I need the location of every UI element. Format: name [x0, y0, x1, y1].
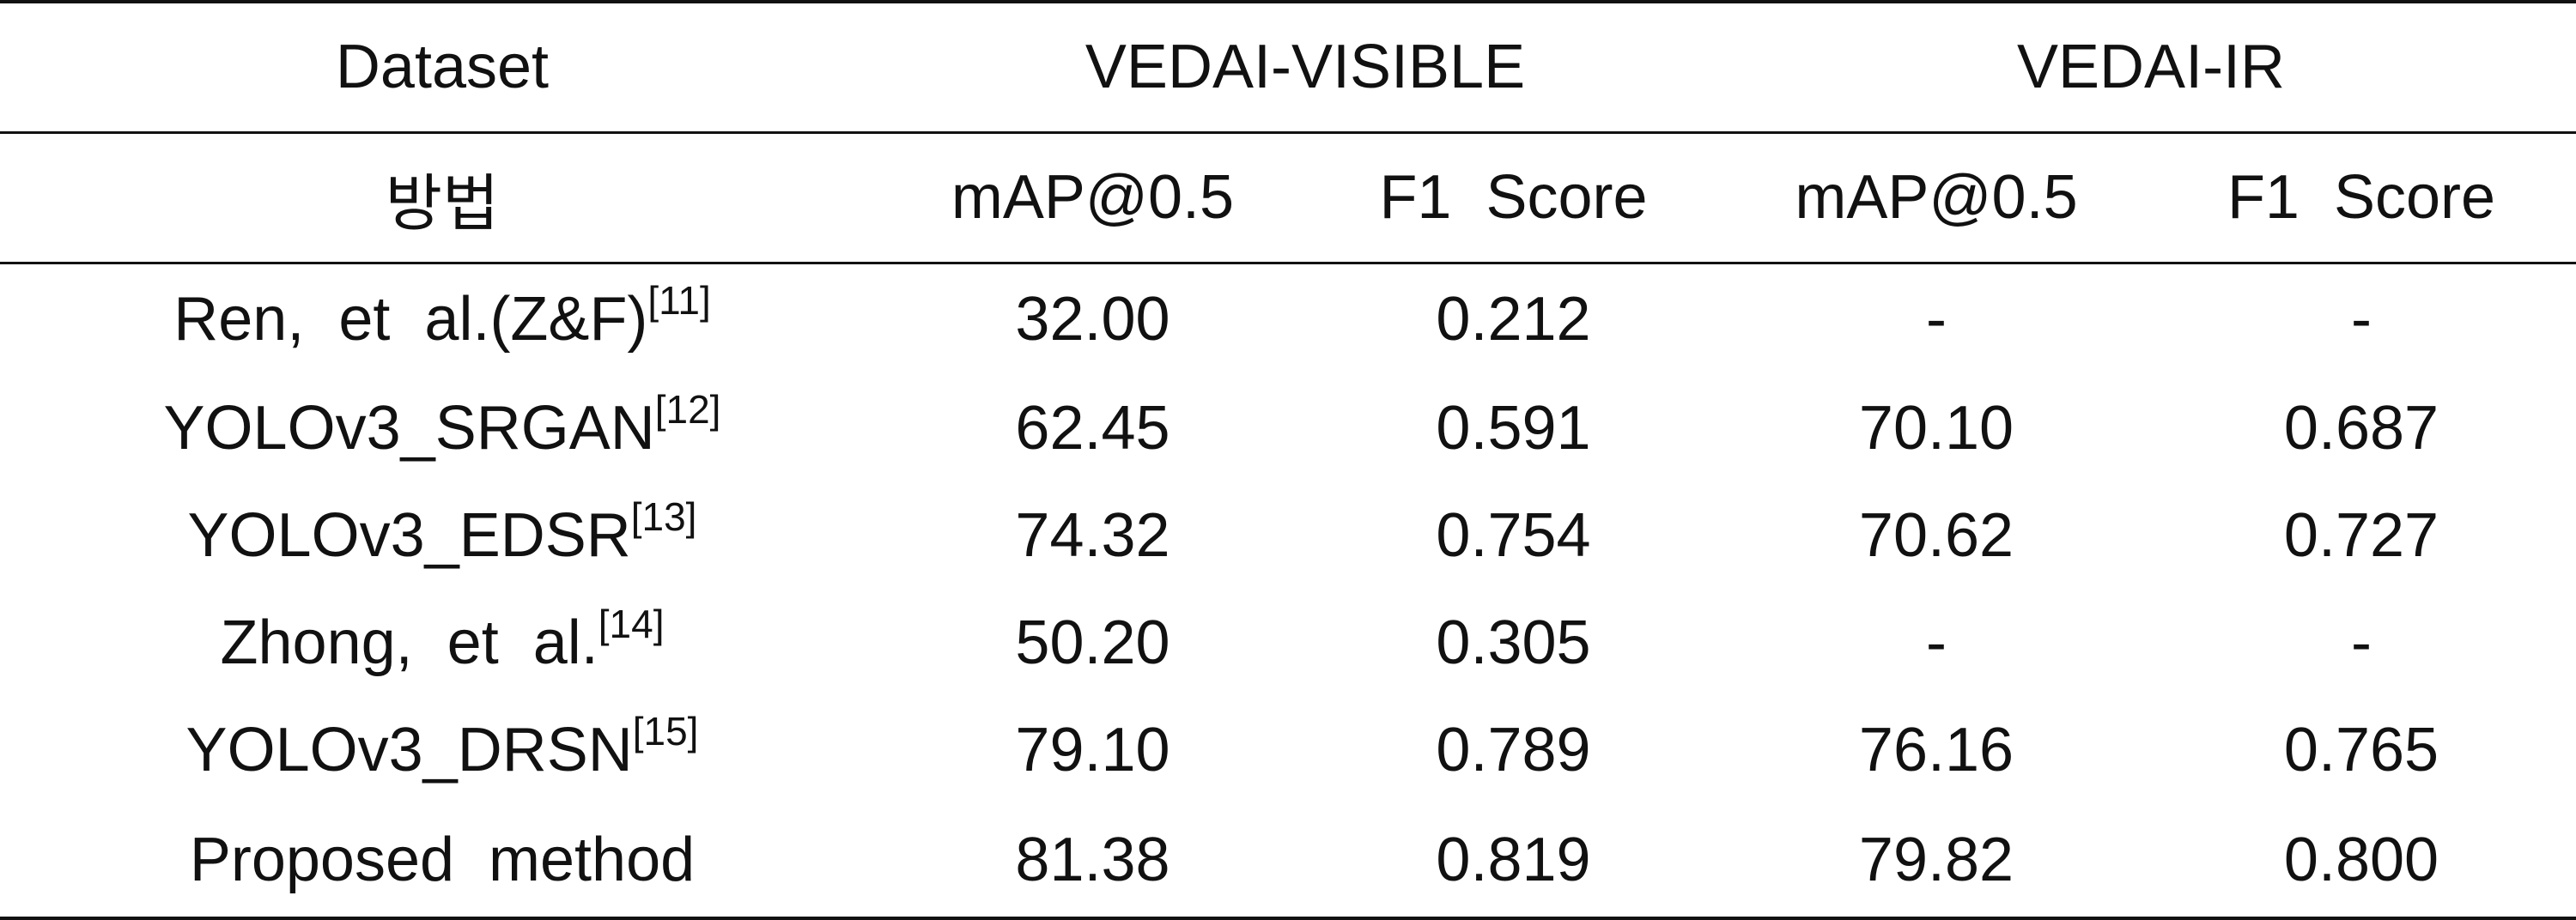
visible-map-cell: 79.10	[1015, 715, 1170, 784]
visible-f1-cell: 0.305	[1436, 608, 1591, 677]
visible-map-cell: 32.00	[1015, 284, 1170, 354]
table-row: YOLOv3_DRSN[15] 79.10 0.789 76.16 0.765	[0, 696, 2576, 803]
ir-map-cell: 70.62	[1858, 500, 2014, 570]
method-cell: Ren, et al.(Z&F)[11]	[0, 263, 884, 374]
ir-map-cell: 76.16	[1858, 715, 2014, 784]
ir-f1-cell: -	[2351, 608, 2372, 677]
visible-f1-cell: 0.819	[1301, 803, 1727, 920]
reference-citation: [12]	[654, 386, 721, 432]
table-row: YOLOv3_EDSR[13] 74.32 0.754 70.62 0.727	[0, 481, 2576, 589]
ir-f1-header: F1 Score	[2147, 132, 2576, 264]
ir-map-cell: -	[1926, 608, 1947, 677]
ir-map-cell: -	[1926, 284, 1947, 354]
dataset-header: Dataset	[0, 0, 884, 134]
vedai-ir-header: VEDAI-IR	[1726, 0, 2576, 134]
visible-map-cell: 74.32	[1015, 500, 1170, 570]
method-cell: Proposed method	[0, 803, 884, 920]
ir-map-cell: 79.82	[1726, 803, 2148, 920]
method-name: Zhong, et al.	[220, 608, 598, 677]
method-header: 방법	[0, 132, 884, 264]
reference-citation: [13]	[630, 493, 697, 539]
table-row: Ren, et al.(Z&F)[11] 32.00 0.212 - -	[0, 263, 2576, 374]
method-cell: Zhong, et al.[14]	[0, 589, 884, 696]
reference-citation: [14]	[598, 601, 665, 646]
visible-f1-cell: 0.212	[1436, 284, 1591, 354]
visible-map-cell: 50.20	[1015, 608, 1170, 677]
table-row: Proposed method 81.38 0.819 79.82 0.800	[0, 803, 2576, 920]
method-name: Ren, et al.(Z&F)	[173, 284, 648, 354]
ir-f1-cell: 0.687	[2283, 393, 2439, 463]
ir-f1-cell: 0.765	[2283, 715, 2439, 784]
visible-map-header: mAP@0.5	[884, 132, 1301, 264]
method-cell: YOLOv3_SRGAN[12]	[0, 374, 884, 481]
visible-f1-cell: 0.591	[1436, 393, 1591, 463]
method-name: YOLOv3_DRSN	[185, 715, 633, 784]
method-name: YOLOv3_EDSR	[187, 500, 631, 570]
visible-f1-header: F1 Score	[1301, 132, 1727, 264]
ir-f1-cell: -	[2351, 284, 2372, 354]
header-row-dataset: Dataset VEDAI-VISIBLE VEDAI-IR	[0, 0, 2576, 134]
visible-map-cell: 62.45	[1015, 393, 1170, 463]
table-row: YOLOv3_SRGAN[12] 62.45 0.591 70.10 0.687	[0, 374, 2576, 481]
method-name: Proposed method	[189, 826, 696, 894]
ir-f1-cell: 0.727	[2283, 500, 2439, 570]
method-cell: YOLOv3_DRSN[15]	[0, 696, 884, 803]
method-name: YOLOv3_SRGAN	[163, 393, 655, 463]
visible-f1-cell: 0.754	[1436, 500, 1591, 570]
method-cell: YOLOv3_EDSR[13]	[0, 481, 884, 589]
visible-map-cell: 81.38	[884, 803, 1301, 920]
visible-f1-cell: 0.789	[1436, 715, 1591, 784]
ir-f1-cell: 0.800	[2147, 803, 2576, 920]
header-row-metrics: 방법 mAP@0.5 F1 Score mAP@0.5 F1 Score	[0, 132, 2576, 264]
table-row: Zhong, et al.[14] 50.20 0.305 - -	[0, 589, 2576, 696]
ir-map-header: mAP@0.5	[1726, 132, 2148, 264]
reference-citation: [15]	[632, 708, 699, 754]
ir-map-cell: 70.10	[1858, 393, 2014, 463]
reference-citation: [11]	[647, 277, 711, 323]
vedai-visible-header: VEDAI-VISIBLE	[884, 0, 1727, 134]
